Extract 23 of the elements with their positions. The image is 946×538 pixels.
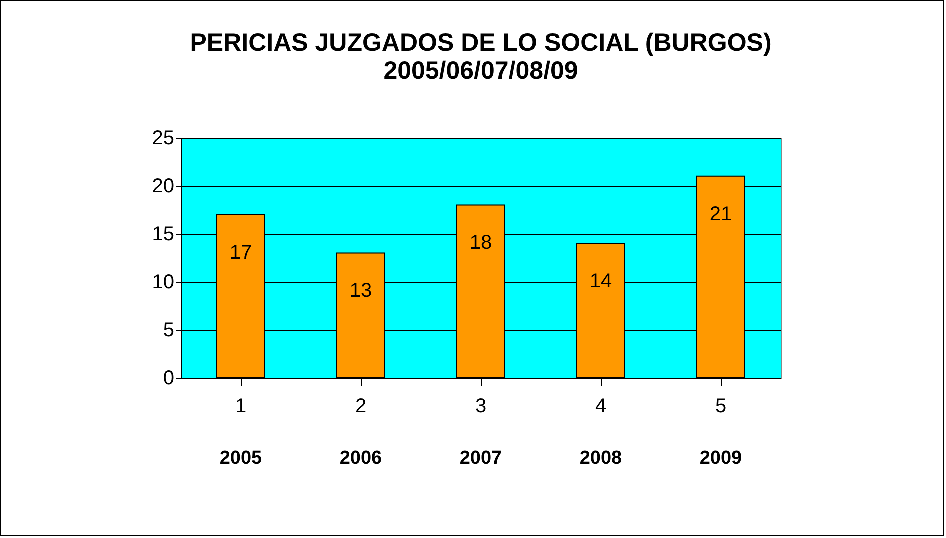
data-label: 18 (470, 232, 492, 254)
text: 2005 (220, 448, 263, 469)
x-tick-label: 5 (715, 396, 727, 418)
text: 2006 (340, 448, 382, 469)
chart-title: PERICIAS JUZGADOS DE LO SOCIAL (BURGOS) (190, 29, 772, 57)
data-label: 14 (590, 270, 612, 293)
text: 2007 (460, 448, 502, 469)
text: 2008 (580, 448, 622, 469)
x-tick-label: 2 (355, 396, 367, 418)
y-tick-label: 20 (152, 176, 174, 198)
chart-subtitle: 2005/06/07/08/09 (384, 57, 578, 85)
y-tick-label: 0 (163, 368, 174, 390)
x-tick-label: 4 (595, 396, 607, 418)
y-tick-label: 25 (152, 128, 174, 150)
y-tick-label: 5 (163, 320, 174, 342)
x-tick-label: 1 (235, 396, 247, 418)
x-tick-label: 3 (475, 396, 487, 418)
data-label: 21 (710, 203, 732, 226)
text: 2009 (700, 448, 742, 469)
data-label: 13 (350, 280, 372, 302)
data-label: 17 (230, 242, 252, 264)
y-tick-label: 15 (152, 224, 174, 246)
y-tick-label: 10 (152, 272, 174, 294)
